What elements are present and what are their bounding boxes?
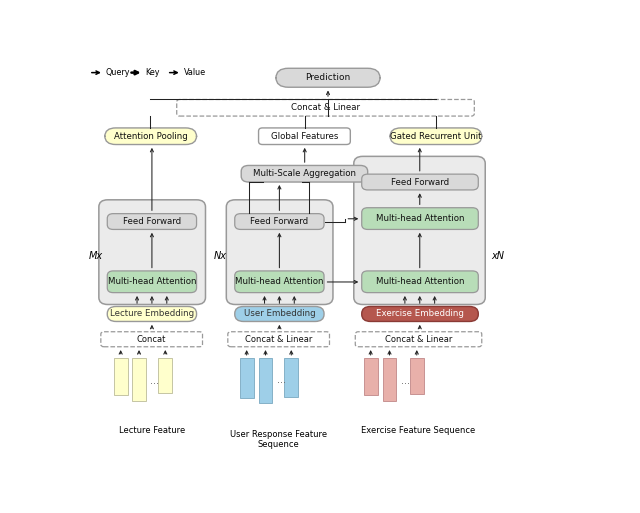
Bar xyxy=(410,358,424,394)
Bar xyxy=(114,358,127,396)
FancyBboxPatch shape xyxy=(241,166,368,182)
FancyBboxPatch shape xyxy=(101,332,202,347)
FancyBboxPatch shape xyxy=(235,213,324,229)
Bar xyxy=(284,358,298,398)
Text: Attention Pooling: Attention Pooling xyxy=(114,132,188,141)
Bar xyxy=(259,358,273,403)
FancyBboxPatch shape xyxy=(108,213,196,229)
Text: xN: xN xyxy=(492,251,505,261)
FancyBboxPatch shape xyxy=(235,271,324,292)
Text: Lecture Feature: Lecture Feature xyxy=(119,426,185,435)
FancyBboxPatch shape xyxy=(362,208,478,229)
Text: Concat & Linear: Concat & Linear xyxy=(291,103,360,112)
Text: Feed Forward: Feed Forward xyxy=(250,217,308,226)
Text: User Embedding: User Embedding xyxy=(244,309,316,319)
FancyBboxPatch shape xyxy=(235,306,324,322)
Text: Feed Forward: Feed Forward xyxy=(123,217,181,226)
Text: Multi-head Attention: Multi-head Attention xyxy=(108,278,196,286)
Bar xyxy=(158,358,172,392)
Text: Feed Forward: Feed Forward xyxy=(391,177,449,187)
Text: Nx: Nx xyxy=(214,251,227,261)
Text: Query: Query xyxy=(106,68,131,77)
FancyBboxPatch shape xyxy=(108,271,196,292)
FancyBboxPatch shape xyxy=(390,128,482,145)
Text: Prediction: Prediction xyxy=(305,73,351,82)
Bar xyxy=(240,358,253,398)
Text: ...: ... xyxy=(150,376,159,386)
Text: ...: ... xyxy=(401,376,410,386)
FancyBboxPatch shape xyxy=(276,68,380,87)
FancyBboxPatch shape xyxy=(362,271,478,292)
FancyBboxPatch shape xyxy=(105,128,196,145)
Bar xyxy=(132,358,146,401)
Bar xyxy=(364,358,378,396)
Text: Lecture Embedding: Lecture Embedding xyxy=(110,309,194,319)
Text: Concat: Concat xyxy=(137,335,166,344)
FancyBboxPatch shape xyxy=(362,174,478,190)
Text: Exercise Feature Sequence: Exercise Feature Sequence xyxy=(361,426,476,435)
FancyBboxPatch shape xyxy=(362,306,478,322)
Text: Value: Value xyxy=(184,68,206,77)
Text: Gated Recurrent Unit: Gated Recurrent Unit xyxy=(390,132,482,141)
FancyBboxPatch shape xyxy=(99,200,205,305)
FancyBboxPatch shape xyxy=(354,156,485,305)
FancyBboxPatch shape xyxy=(259,128,350,145)
FancyBboxPatch shape xyxy=(108,306,196,322)
Text: Exercise Embedding: Exercise Embedding xyxy=(376,309,464,319)
FancyBboxPatch shape xyxy=(228,332,330,347)
FancyBboxPatch shape xyxy=(177,100,474,116)
Text: Multi-head Attention: Multi-head Attention xyxy=(376,278,464,286)
Bar xyxy=(383,358,396,401)
Text: Concat & Linear: Concat & Linear xyxy=(245,335,312,344)
FancyBboxPatch shape xyxy=(227,200,333,305)
Text: ...: ... xyxy=(277,374,286,385)
Text: User Response Feature
Sequence: User Response Feature Sequence xyxy=(230,430,327,449)
Text: Multi-head Attention: Multi-head Attention xyxy=(235,278,324,286)
FancyBboxPatch shape xyxy=(355,332,482,347)
Text: Multi-Scale Aggregation: Multi-Scale Aggregation xyxy=(253,169,356,178)
Text: Global Features: Global Features xyxy=(271,132,338,141)
Text: Multi-head Attention: Multi-head Attention xyxy=(376,214,464,223)
Text: Key: Key xyxy=(145,68,160,77)
Text: Mx: Mx xyxy=(89,251,103,261)
Text: Concat & Linear: Concat & Linear xyxy=(385,335,452,344)
